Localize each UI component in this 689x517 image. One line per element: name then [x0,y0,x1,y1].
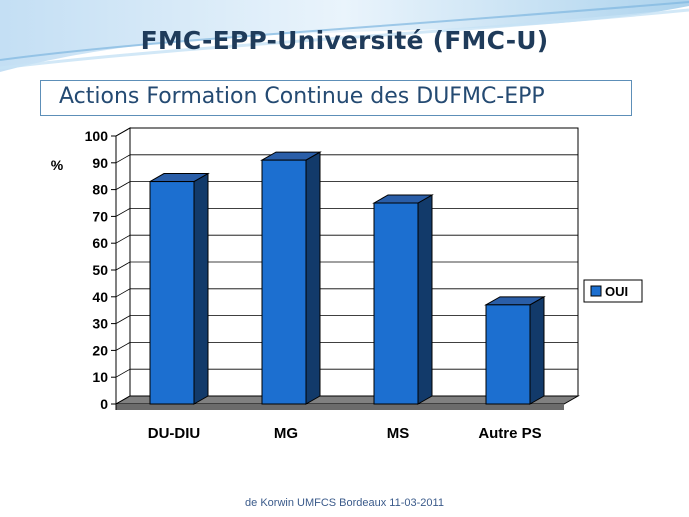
y-tick-label: 10 [92,369,108,385]
bar-side [529,295,545,405]
gridline-side [115,208,131,217]
bar [373,202,419,405]
gridline-side [115,127,131,137]
bar-side [417,194,433,405]
gridline-side [115,368,131,378]
gridline-side [115,288,131,298]
y-tick-label: 50 [92,262,108,278]
bar-side [305,151,321,405]
y-tick-label: 0 [100,396,108,412]
y-tick-label: 20 [92,342,108,358]
y-tick-label: 100 [85,128,109,144]
slide-subtitle: Actions Formation Continue des DUFMC-EPP [59,84,545,109]
gridline-side [115,315,131,324]
chart-floor-edge [116,404,564,410]
slide-footer: de Korwin UMFCS Bordeaux 11-03-2011 [245,497,444,509]
y-tick-label: 30 [92,316,108,332]
bar [149,181,195,405]
bar-side [193,172,209,405]
gridline-side [115,154,131,164]
y-tick-label: 70 [92,208,108,224]
legend-label: OUI [605,284,628,299]
gridline-side [115,181,131,190]
slide-decoration [0,0,689,72]
x-tick-label: Autre PS [478,425,541,442]
y-tick-label: 90 [92,155,108,171]
y-axis-label: % [51,157,64,173]
bar [261,159,307,405]
y-tick-label: 40 [92,289,108,305]
gridline-side [115,261,131,271]
slide-title: FMC-EPP-Université (FMC-U) [140,26,549,55]
gridline-side [115,234,131,244]
y-tick-label: 80 [92,182,108,198]
gridline-side [115,342,131,351]
x-tick-label: DU-DIU [148,425,201,442]
bar [485,304,531,405]
x-tick-label: MG [274,425,298,442]
y-tick-label: 60 [92,235,108,251]
x-tick-label: MS [387,425,410,442]
subtitle-box: Actions Formation Continue des DUFMC-EPP [40,80,632,116]
legend-swatch [590,285,602,297]
